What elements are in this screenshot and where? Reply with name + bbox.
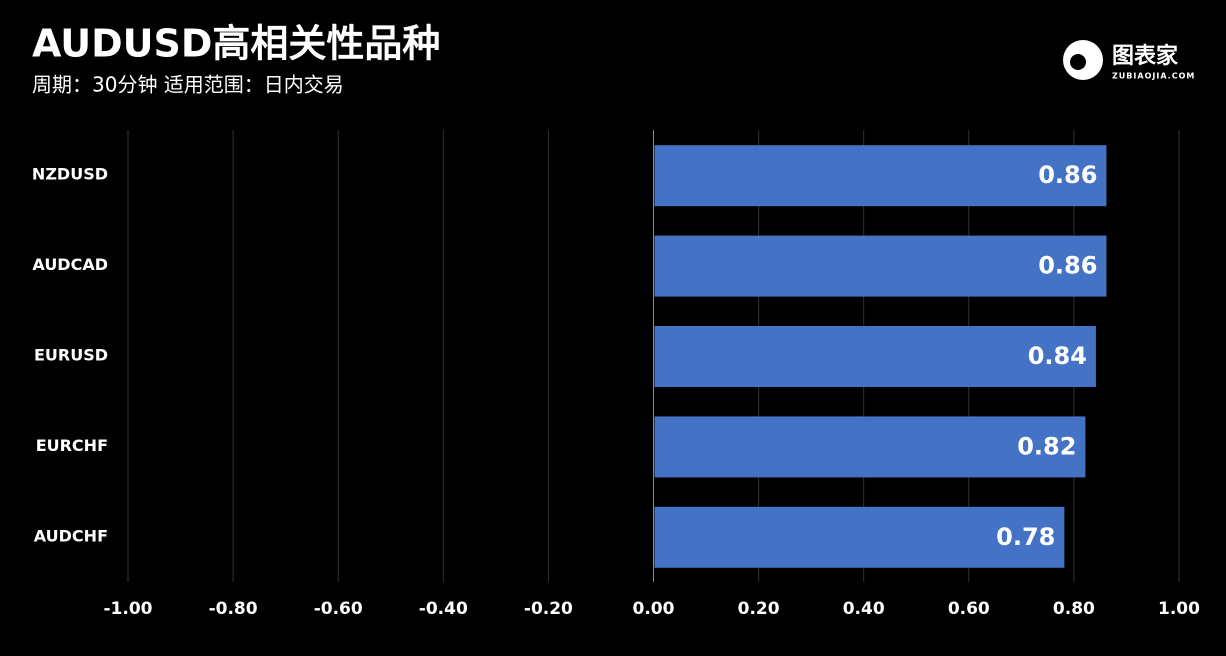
- x-tick-label: 0.00: [633, 599, 675, 619]
- value-label: 0.78: [996, 523, 1055, 551]
- chart-subtitle: 周期：30分钟 适用范围：日内交易: [32, 73, 344, 97]
- x-tick-label: 0.60: [948, 599, 990, 619]
- bar: [654, 506, 1065, 568]
- y-tick-label: NZDUSD: [32, 165, 108, 184]
- x-tick-label: 1.00: [1158, 599, 1200, 619]
- value-label: 0.86: [1038, 252, 1097, 280]
- chart-title: AUDUSD高相关性品种: [32, 22, 440, 66]
- y-tick-label: EURUSD: [34, 346, 108, 365]
- logo-site: ZUBIAOJIA.COM: [1112, 72, 1195, 81]
- x-tick-label: -1.00: [104, 599, 153, 619]
- bar: [654, 416, 1086, 478]
- x-tick-label: 0.40: [843, 599, 885, 619]
- bar: [654, 326, 1096, 387]
- y-tick-label: EURCHF: [36, 436, 108, 455]
- y-tick-label: AUDCHF: [34, 526, 108, 545]
- logo: 图表家 ZUBIAOJIA.COM: [1063, 40, 1195, 81]
- y-tick-label: AUDCAD: [32, 255, 108, 274]
- x-tick-label: -0.80: [209, 599, 258, 619]
- logo-name: 图表家: [1112, 43, 1179, 69]
- x-tick-label: -0.20: [524, 599, 573, 619]
- value-label: 0.82: [1017, 432, 1076, 460]
- value-label: 0.86: [1038, 161, 1097, 189]
- bar: [654, 235, 1107, 297]
- x-tick-label: -0.60: [314, 599, 363, 619]
- bar: [654, 145, 1107, 207]
- x-tick-label: 0.80: [1053, 599, 1095, 619]
- value-label: 0.84: [1028, 342, 1087, 370]
- x-tick-label: -0.40: [419, 599, 468, 619]
- x-tick-label: 0.20: [738, 599, 780, 619]
- logo-icon-eye: [1070, 54, 1086, 70]
